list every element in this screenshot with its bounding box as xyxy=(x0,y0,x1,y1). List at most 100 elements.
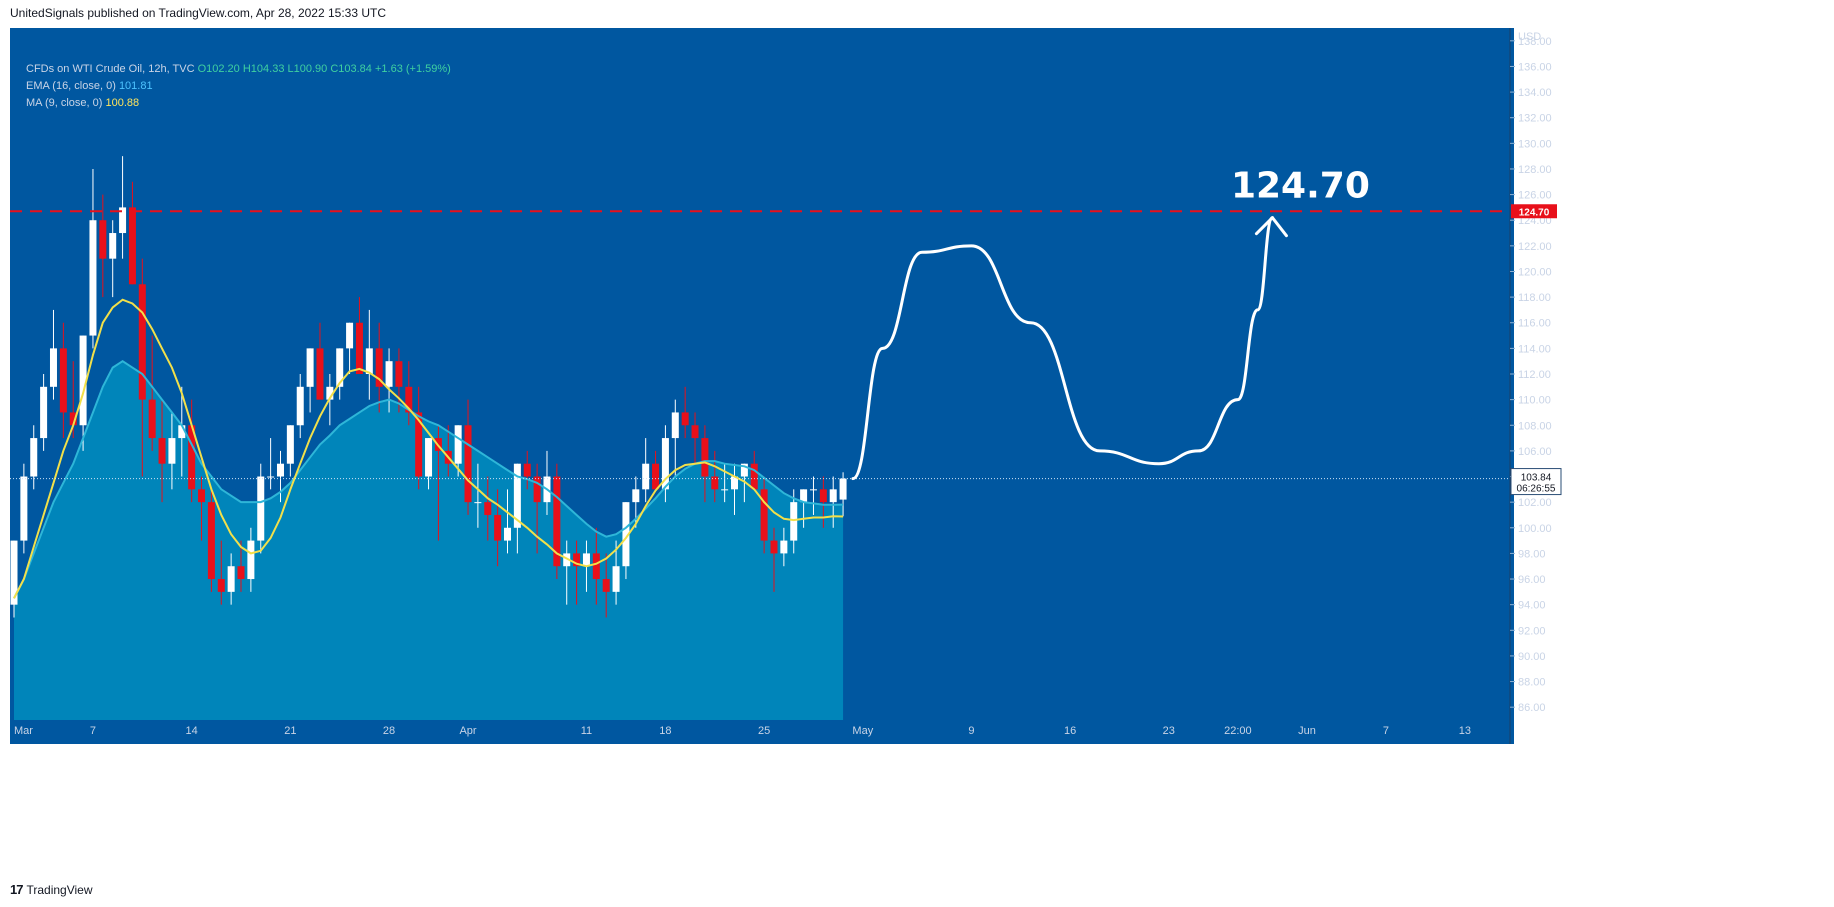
candle-body[interactable] xyxy=(207,502,215,580)
candle-body[interactable] xyxy=(355,322,363,374)
candle-body[interactable] xyxy=(513,463,521,528)
candle-body[interactable] xyxy=(119,207,127,234)
candle-body[interactable] xyxy=(523,463,531,477)
candle-body[interactable] xyxy=(573,553,581,567)
time-tick-label: 9 xyxy=(968,725,974,737)
candle-body[interactable] xyxy=(405,386,413,413)
candle-body[interactable] xyxy=(701,438,709,477)
brand-label[interactable]: TradingView xyxy=(26,882,93,897)
price-tick-label: 86.00 xyxy=(1518,702,1546,714)
candle-body[interactable] xyxy=(474,502,482,504)
candle-body[interactable] xyxy=(780,540,788,554)
candle-body[interactable] xyxy=(622,502,630,567)
projection-curve[interactable] xyxy=(851,216,1274,481)
currency-label: USD xyxy=(1518,31,1541,43)
candle-body[interactable] xyxy=(257,476,265,541)
candle-body[interactable] xyxy=(128,207,136,285)
candle-body[interactable] xyxy=(10,540,18,605)
candle-body[interactable] xyxy=(267,476,275,478)
high-value: H104.33 xyxy=(242,63,285,75)
candle-body[interactable] xyxy=(415,412,423,477)
candle-body[interactable] xyxy=(553,476,561,567)
candle-body[interactable] xyxy=(20,476,28,541)
candle-body[interactable] xyxy=(316,348,324,400)
current-tag-box xyxy=(1510,468,1562,496)
candle-body[interactable] xyxy=(661,438,669,490)
price-chart[interactable]: 86.00 88.00 90.00 92.00 94.00 96.00 98.00 100.0… xyxy=(10,28,1822,873)
candle-body[interactable] xyxy=(691,425,699,439)
candle-body[interactable] xyxy=(276,463,284,477)
candle-body[interactable] xyxy=(602,579,610,592)
ma-label[interactable]: MA (9, close, 0) xyxy=(26,97,103,109)
candle-body[interactable] xyxy=(652,463,660,490)
candle-body[interactable] xyxy=(809,489,817,491)
candle-body[interactable] xyxy=(740,463,748,477)
candle-body[interactable] xyxy=(563,553,571,567)
time-tick-label: 28 xyxy=(383,725,395,737)
candle-body[interactable] xyxy=(365,348,373,374)
projection-arrowhead-icon xyxy=(1254,216,1288,238)
candle-body[interactable] xyxy=(148,399,156,439)
candle-body[interactable] xyxy=(237,566,245,580)
candle-body[interactable] xyxy=(217,579,225,592)
candle-body[interactable] xyxy=(395,361,403,387)
candle-body[interactable] xyxy=(30,438,38,477)
time-tick-label: 11 xyxy=(581,725,592,737)
candle-body[interactable] xyxy=(286,425,294,464)
candle-body[interactable] xyxy=(168,438,176,464)
candle-body[interactable] xyxy=(642,463,650,490)
candle-body[interactable] xyxy=(40,386,48,439)
candle-body[interactable] xyxy=(731,476,739,490)
candle-body[interactable] xyxy=(760,489,768,541)
candle-body[interactable] xyxy=(69,412,77,426)
candle-body[interactable] xyxy=(632,489,640,503)
price-tick-label: 128.00 xyxy=(1518,164,1552,176)
candle-body[interactable] xyxy=(188,425,196,490)
candle-body[interactable] xyxy=(800,489,808,503)
candle-body[interactable] xyxy=(158,438,166,464)
candle-body[interactable] xyxy=(839,478,847,500)
candle-body[interactable] xyxy=(425,438,433,477)
symbol-label[interactable]: CFDs on WTI Crude Oil, 12h, TVC xyxy=(26,63,195,75)
candle-body[interactable] xyxy=(375,348,383,387)
candle-body[interactable] xyxy=(464,425,472,503)
candle-body[interactable] xyxy=(296,386,304,426)
ema-label[interactable]: EMA (16, close, 0) xyxy=(26,80,116,92)
candle-body[interactable] xyxy=(711,476,719,490)
candle-body[interactable] xyxy=(790,502,798,541)
candle-body[interactable] xyxy=(750,463,758,490)
candle-body[interactable] xyxy=(533,476,541,503)
candle-body[interactable] xyxy=(227,566,235,592)
candle-body[interactable] xyxy=(770,540,778,554)
candle-body[interactable] xyxy=(99,220,107,259)
candle-body[interactable] xyxy=(306,348,314,387)
candle-body[interactable] xyxy=(326,386,334,400)
price-tick-label: 116.00 xyxy=(1518,318,1551,330)
candle-body[interactable] xyxy=(721,489,729,491)
candle-body[interactable] xyxy=(612,566,620,592)
price-tick-label: 112.00 xyxy=(1518,369,1551,381)
candle-body[interactable] xyxy=(454,425,462,464)
candle-body[interactable] xyxy=(89,220,97,336)
candle-body[interactable] xyxy=(138,284,146,400)
candle-body[interactable] xyxy=(178,425,186,439)
candle-body[interactable] xyxy=(109,233,117,259)
candle-body[interactable] xyxy=(671,412,679,439)
candle-body[interactable] xyxy=(819,489,827,503)
candle-body[interactable] xyxy=(247,540,255,580)
candle-body[interactable] xyxy=(582,553,590,567)
candle-body[interactable] xyxy=(59,348,67,413)
candle-body[interactable] xyxy=(504,527,511,541)
candle-body[interactable] xyxy=(681,412,689,426)
candle-body[interactable] xyxy=(494,514,502,541)
candle-body[interactable] xyxy=(346,322,354,349)
candle-body[interactable] xyxy=(49,348,57,387)
candle-body[interactable] xyxy=(592,553,600,580)
candle-body[interactable] xyxy=(336,348,344,387)
candle-body[interactable] xyxy=(79,335,87,426)
candle-body[interactable] xyxy=(385,361,393,387)
candle-body[interactable] xyxy=(829,489,837,503)
candle-body[interactable] xyxy=(484,502,492,515)
candle-body[interactable] xyxy=(198,489,206,503)
tradingview-logo-icon[interactable]: 17 xyxy=(10,882,24,897)
